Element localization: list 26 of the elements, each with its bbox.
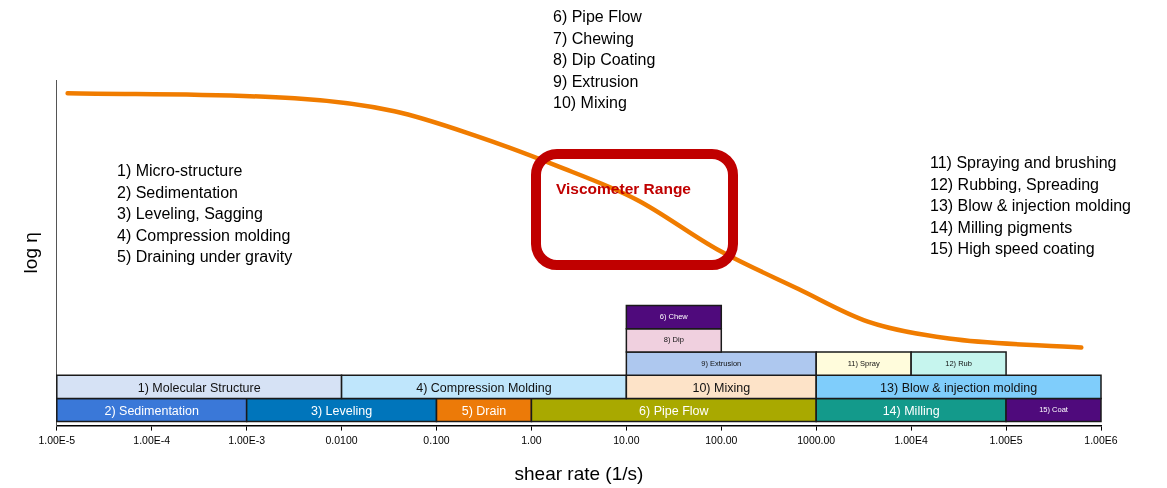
annotation: 1) Micro-structure 2) Sedimentation 3) Leveling, Sagging 4) Compression molding 5) Draining under gravity <box>117 161 293 268</box>
band-label: 6) Pipe Flow <box>639 404 710 419</box>
x-tick-label: 0.100 <box>423 433 450 446</box>
x-tick-label: 0.0100 <box>325 433 358 446</box>
band-label: 5) Drain <box>461 404 507 419</box>
x-tick-label: 1.00E-3 <box>228 433 266 446</box>
x-tick-label: 1.00E6 <box>1084 433 1118 446</box>
x-tick-label: 1.00 <box>521 433 542 446</box>
band-label: 2) Sedimentation <box>104 404 200 419</box>
x-tick-label: 10.00 <box>613 433 640 446</box>
x-tick-label: 1.00E4 <box>894 433 928 446</box>
y-axis-title: log η <box>19 232 41 274</box>
band-label: 1) Molecular Structure <box>137 381 261 396</box>
x-tick-label: 1.00E-4 <box>133 433 171 446</box>
x-axis-title: shear rate (1/s) <box>514 462 644 484</box>
x-tick-label: 1.00E-5 <box>38 433 76 446</box>
annotation: 11) Spraying and brushing 12) Rubbing, Spreading 13) Blow & injection molding 14) Milling pigments 15) High speed coating <box>930 153 1131 260</box>
band-label: 3) Leveling <box>311 404 373 419</box>
x-tick-label: 100.00 <box>705 433 738 446</box>
x-tick-label: 1.00E5 <box>989 433 1023 446</box>
band-label: 4) Compression Molding <box>416 381 552 396</box>
x-tick-label: 1000.00 <box>797 433 836 446</box>
annotation: 6) Pipe Flow 7) Chewing 8) Dip Coating 9) Extrusion 10) Mixing <box>553 7 656 114</box>
band-label: 10) Mixing <box>692 381 751 396</box>
band-label: 13) Blow & injection molding <box>880 381 1038 396</box>
band-label: 14) Milling <box>882 404 940 419</box>
